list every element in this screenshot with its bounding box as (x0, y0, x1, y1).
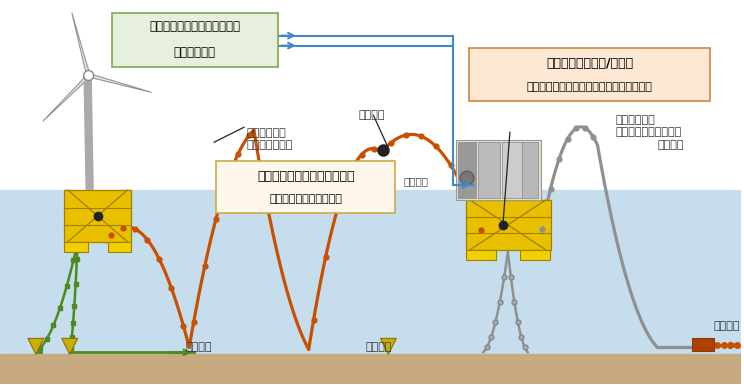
Bar (0, 190, 741, 354)
Bar (0, 354, 741, 384)
FancyBboxPatch shape (469, 48, 710, 101)
Bar (456, 140, 541, 200)
Bar (466, 250, 496, 260)
Text: ダイナミック: ダイナミック (615, 116, 655, 126)
Text: 【東苗エネルギーシステムズ・三菱電機】: 【東苗エネルギーシステムズ・三菱電機】 (527, 82, 652, 92)
Polygon shape (62, 338, 77, 354)
Text: 浮体式洋上変電所/変換所: 浮体式洋上変電所/変換所 (546, 57, 633, 70)
Text: アンカー: アンカー (365, 342, 391, 352)
Bar (108, 242, 132, 252)
Circle shape (460, 171, 474, 185)
Text: 揚陸点へ: 揚陸点へ (713, 321, 740, 331)
Polygon shape (72, 13, 90, 76)
Text: 【古河電工・住友電工】: 【古河電工・住友電工】 (269, 194, 342, 204)
Text: ダイナミック: ダイナミック (247, 128, 286, 138)
Text: 中間ブイ: 中間ブイ (359, 110, 385, 121)
Bar (478, 142, 500, 198)
Circle shape (83, 70, 94, 80)
Text: アレイケーブル: アレイケーブル (247, 140, 293, 150)
Text: チェーン: チェーン (186, 342, 213, 352)
Bar (466, 200, 551, 250)
Text: 【電力会社】: 【電力会社】 (173, 46, 216, 59)
Bar (0, 1, 741, 190)
Polygon shape (28, 338, 44, 354)
Bar (64, 242, 88, 252)
Text: エクスポートケーブル: エクスポートケーブル (615, 127, 682, 137)
Polygon shape (89, 74, 151, 92)
Polygon shape (380, 338, 397, 354)
Bar (692, 338, 714, 352)
FancyBboxPatch shape (112, 13, 278, 67)
Bar (64, 190, 132, 242)
Bar (522, 142, 538, 198)
Bar (502, 142, 524, 198)
Text: コネクタ: コネクタ (657, 140, 684, 150)
Text: 浮体式洋上風力発電システム: 浮体式洋上風力発電システム (150, 20, 240, 33)
Bar (458, 142, 476, 198)
Text: 高電圧ダイナミックケーブル: 高電圧ダイナミックケーブル (257, 169, 354, 182)
FancyBboxPatch shape (216, 161, 395, 213)
Bar (520, 250, 550, 260)
Text: 技術情報: 技術情報 (403, 176, 429, 186)
Polygon shape (43, 74, 90, 121)
